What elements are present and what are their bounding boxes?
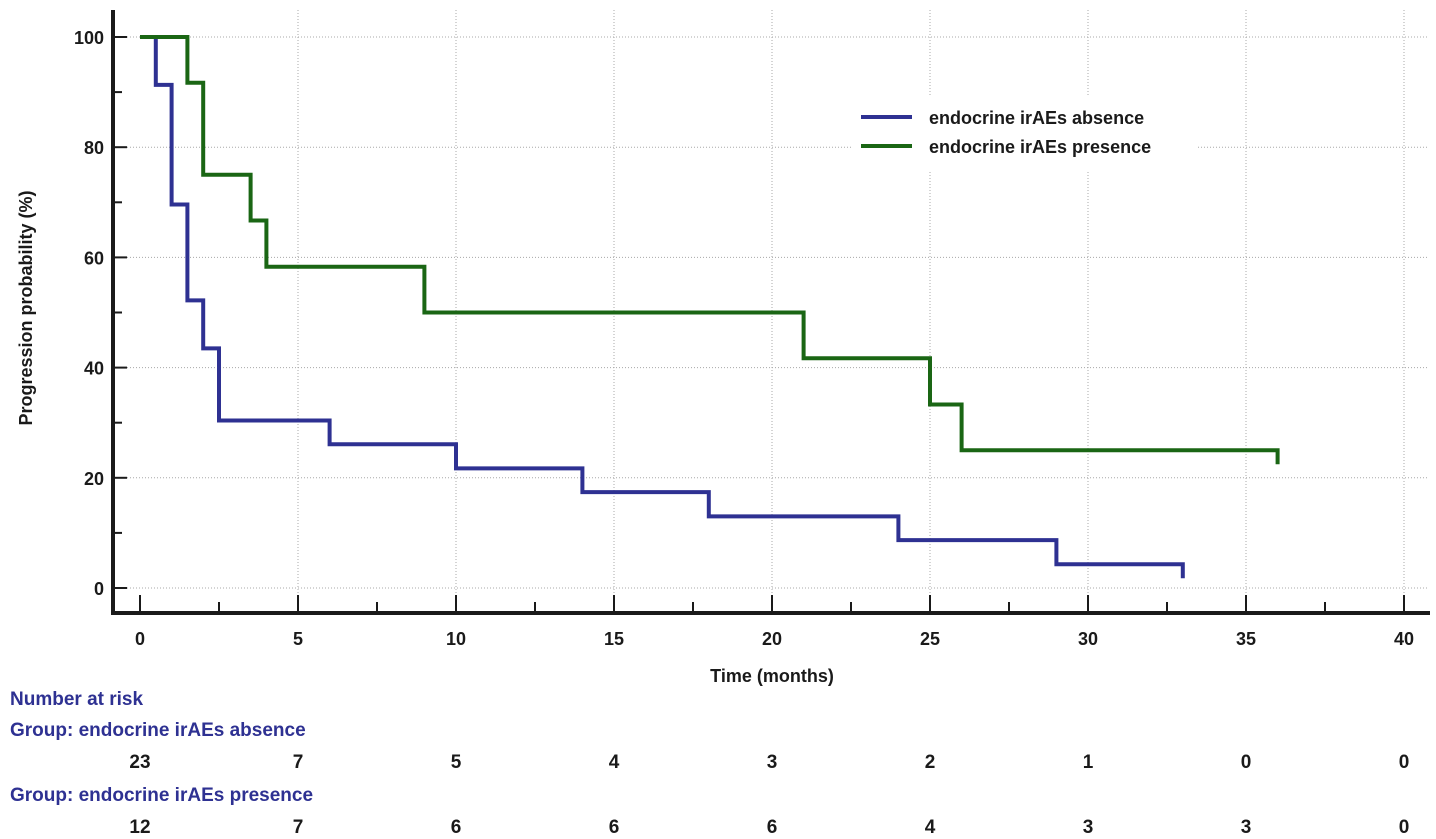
x-tick-label-25: 25 xyxy=(920,629,940,649)
risk-value: 5 xyxy=(450,752,462,773)
y-tick-label-40: 40 xyxy=(84,359,104,379)
y-tick-label-80: 80 xyxy=(84,138,104,158)
y-tick-label-100: 100 xyxy=(74,28,104,48)
x-tick-label-35: 35 xyxy=(1236,629,1256,649)
legend-label-presence: endocrine irAEs presence xyxy=(929,137,1151,157)
y-tick-label-60: 60 xyxy=(84,248,104,268)
risk-value: 6 xyxy=(608,817,620,838)
risk-value: 0 xyxy=(1240,752,1252,773)
risk-value: 12 xyxy=(129,817,151,838)
risk-value: 6 xyxy=(766,817,778,838)
x-axis-ticks: 0 5 10 15 20 25 30 35 40 xyxy=(135,595,1414,649)
x-axis-title: Time (months) xyxy=(710,666,834,686)
risk-value: 1 xyxy=(1082,752,1094,773)
y-tick-label-0: 0 xyxy=(94,579,104,599)
x-tick-label-15: 15 xyxy=(604,629,624,649)
risk-value: 0 xyxy=(1398,752,1410,773)
risk-table-heading: Number at risk xyxy=(10,689,144,710)
legend-label-absence: endocrine irAEs absence xyxy=(929,108,1144,128)
series-lines xyxy=(140,35,1280,579)
risk-value: 3 xyxy=(766,752,778,773)
series-line-presence xyxy=(140,35,1280,465)
risk-value: 0 xyxy=(1398,817,1410,838)
km-chart: 0 20 40 60 80 100 0 5 10 15 20 25 30 35 40 Progressio… xyxy=(16,10,1430,686)
x-tick-label-5: 5 xyxy=(293,629,303,649)
y-axis-ticks: 0 20 40 60 80 100 xyxy=(74,28,127,599)
risk-group-label-presence: Group: endocrine irAEs presence xyxy=(10,785,314,806)
risk-value: 6 xyxy=(450,817,462,838)
risk-value: 2 xyxy=(924,752,936,773)
y-axis-title: Progression probability (%) xyxy=(16,190,36,425)
series-line-absence xyxy=(140,35,1185,579)
x-tick-label-10: 10 xyxy=(446,629,466,649)
x-tick-label-0: 0 xyxy=(135,629,145,649)
risk-value: 7 xyxy=(292,752,304,773)
risk-group-label-absence: Group: endocrine irAEs absence xyxy=(10,720,306,741)
y-tick-label-20: 20 xyxy=(84,469,104,489)
risk-value: 3 xyxy=(1082,817,1094,838)
x-tick-label-40: 40 xyxy=(1394,629,1414,649)
risk-value: 7 xyxy=(292,817,304,838)
risk-value: 4 xyxy=(608,752,620,773)
legend-background xyxy=(852,96,1197,170)
legend: endocrine irAEs absence endocrine irAEs p… xyxy=(852,96,1197,170)
risk-value: 3 xyxy=(1240,817,1252,838)
x-tick-label-30: 30 xyxy=(1078,629,1098,649)
x-tick-label-20: 20 xyxy=(762,629,782,649)
risk-value: 23 xyxy=(129,752,151,773)
risk-value: 4 xyxy=(924,817,936,838)
